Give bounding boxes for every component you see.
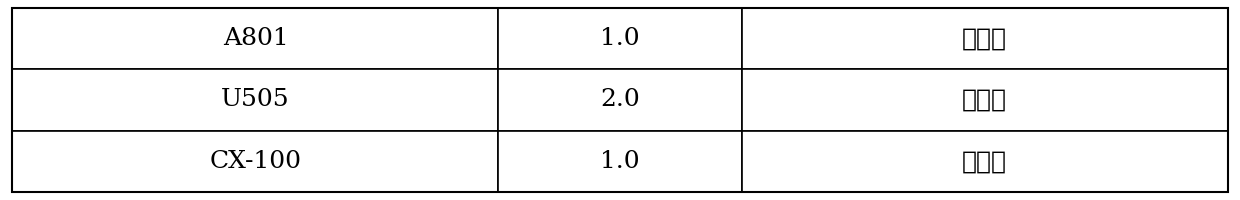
Bar <box>498 8 742 69</box>
Text: U505: U505 <box>221 88 290 112</box>
Text: CX-100: CX-100 <box>210 150 301 173</box>
Bar <box>742 69 1228 131</box>
Bar <box>498 69 742 131</box>
Text: 1.0: 1.0 <box>600 27 640 50</box>
Bar <box>498 131 742 192</box>
Bar <box>742 131 1228 192</box>
Text: 固化剂: 固化剂 <box>962 149 1007 173</box>
Text: 增稠剂: 增稠剂 <box>962 27 1007 51</box>
Bar <box>12 69 498 131</box>
Bar <box>12 131 498 192</box>
Text: A801: A801 <box>223 27 288 50</box>
Bar <box>742 8 1228 69</box>
Text: 1.0: 1.0 <box>600 150 640 173</box>
Text: 增稠剂: 增稠剂 <box>962 88 1007 112</box>
Bar <box>12 8 498 69</box>
Text: 2.0: 2.0 <box>600 88 640 112</box>
